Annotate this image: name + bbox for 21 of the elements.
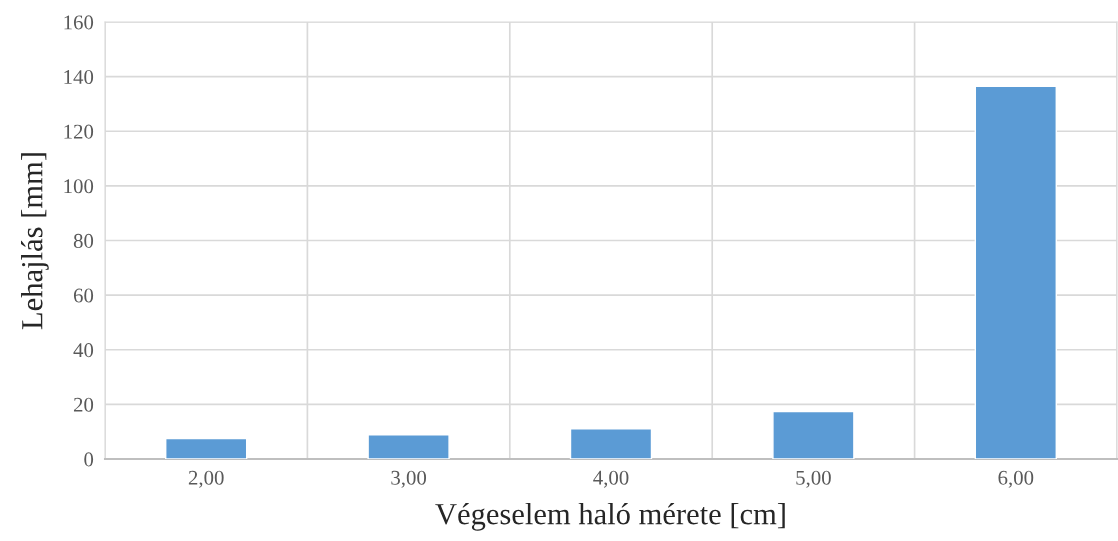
x-tick-label: 5,00 [796,470,831,488]
y-tick-label: 60 [73,288,94,303]
x-tick-label: 2,00 [188,470,224,488]
bar [974,85,1057,459]
y-tick-label: 0 [84,452,94,467]
x-tick-label: 4,00 [593,470,629,488]
bar [367,433,450,459]
y-tick-label: 140 [64,70,94,85]
y-tick-label: 160 [64,15,94,30]
bar [569,427,653,459]
y-tick-label: 120 [64,124,94,139]
y-tick-label: 40 [73,343,94,358]
x-tick-label: 6,00 [998,470,1034,488]
y-tick-label: 20 [73,397,94,412]
bar [772,410,855,459]
bar [165,437,248,459]
x-axis-title: Végeselem haló mérete [cm] [435,502,785,531]
y-axis-title: Lehajlás [mm] [21,153,49,330]
y-tick-label: 100 [64,179,94,194]
x-tick-label: 3,00 [391,470,427,488]
y-tick-label: 80 [73,233,94,248]
